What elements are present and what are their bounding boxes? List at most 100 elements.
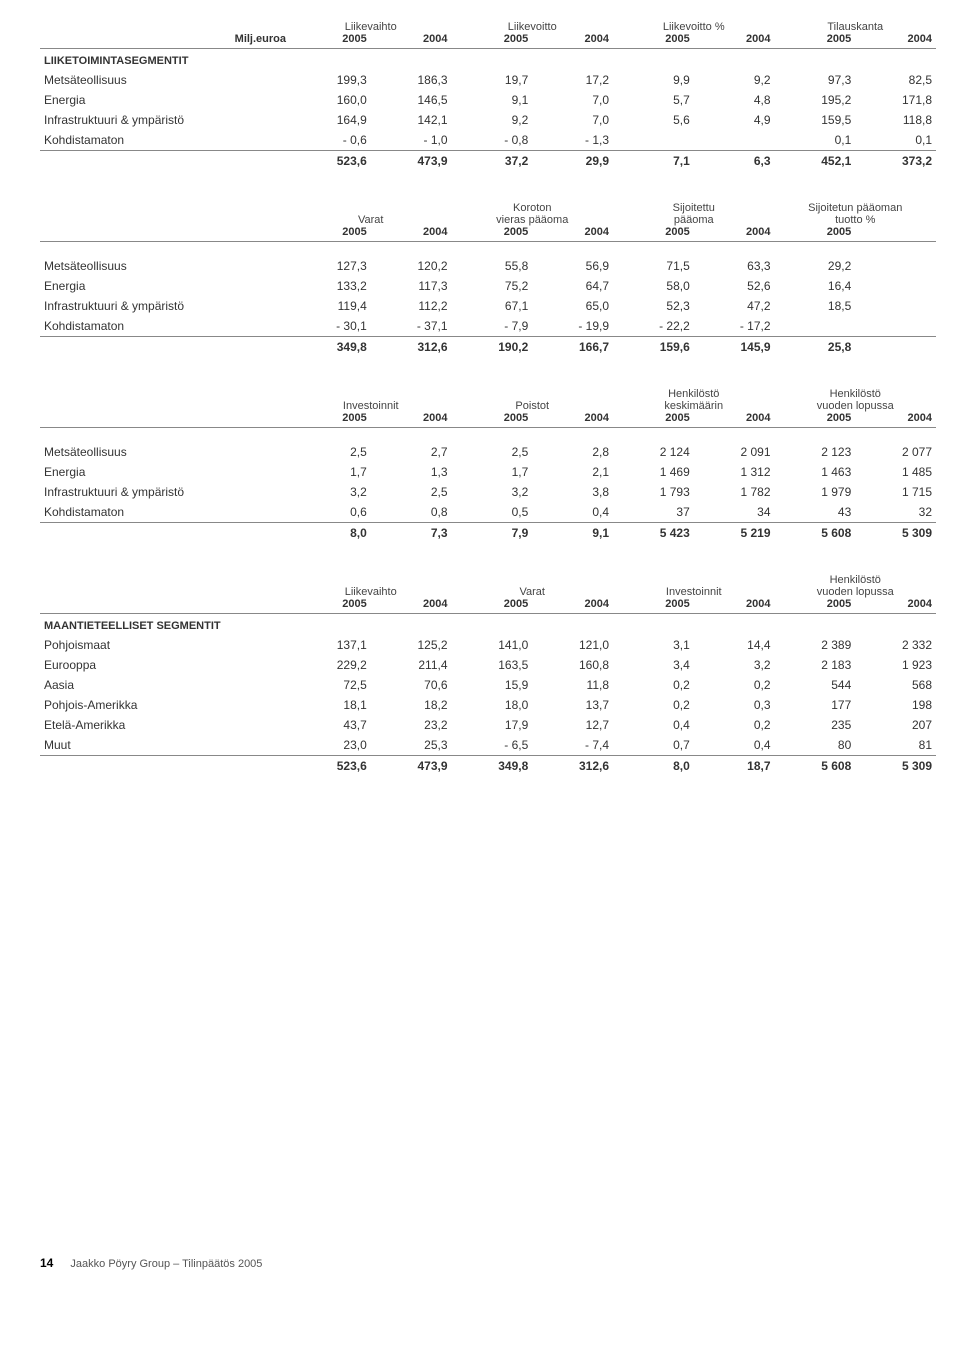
row-label: Etelä-Amerikka (40, 715, 290, 735)
cell: 15,9 (452, 675, 533, 695)
year-header: 2004 (371, 412, 452, 428)
cell: 3,2 (694, 655, 775, 675)
year-header: 2005 (452, 226, 533, 242)
cell: 0,4 (694, 735, 775, 756)
total-cell: 5 309 (855, 523, 936, 544)
cell: 127,3 (290, 256, 371, 276)
row-label: Muut (40, 735, 290, 756)
cell: - 37,1 (371, 316, 452, 337)
row-label: Metsäteollisuus (40, 256, 290, 276)
cell: - 19,9 (532, 316, 613, 337)
year-header: 2005 (775, 33, 856, 49)
total-label (40, 151, 290, 172)
total-cell: 5 423 (613, 523, 694, 544)
year-header: 2004 (694, 226, 775, 242)
page-number: 14 (40, 1256, 53, 1270)
cell: 97,3 (775, 70, 856, 90)
page-footer: 14 Jaakko Pöyry Group – Tilinpäätös 2005 (40, 1256, 936, 1270)
cell: 1,7 (452, 462, 533, 482)
year-header: 2005 (775, 226, 856, 242)
cell: 121,0 (532, 635, 613, 655)
cell: - 22,2 (613, 316, 694, 337)
cell: 146,5 (371, 90, 452, 110)
total-cell: 8,0 (613, 756, 694, 777)
cell: 163,5 (452, 655, 533, 675)
cell: 63,3 (694, 256, 775, 276)
cell: 14,4 (694, 635, 775, 655)
cell: 18,1 (290, 695, 371, 715)
cell: 67,1 (452, 296, 533, 316)
total-cell: 9,1 (532, 523, 613, 544)
cell: 2 077 (855, 442, 936, 462)
cell: 12,7 (532, 715, 613, 735)
cell: 25,3 (371, 735, 452, 756)
cell: - 6,5 (452, 735, 533, 756)
total-cell: 349,8 (290, 337, 371, 358)
cell: 2 183 (775, 655, 856, 675)
cell: 65,0 (532, 296, 613, 316)
cell: - 7,4 (532, 735, 613, 756)
total-cell: 349,8 (452, 756, 533, 777)
year-header: 2004 (371, 598, 452, 614)
year-header: 2005 (613, 226, 694, 242)
cell: 1 979 (775, 482, 856, 502)
cell: 164,9 (290, 110, 371, 130)
cell (775, 316, 856, 337)
cell: 0,2 (694, 715, 775, 735)
cell: 0,1 (855, 130, 936, 151)
year-header: 2005 (452, 412, 533, 428)
cell: 120,2 (371, 256, 452, 276)
total-cell: 373,2 (855, 151, 936, 172)
year-header: 2005 (775, 598, 856, 614)
year-header: 2005 (290, 598, 371, 614)
col-group: Varat (290, 199, 452, 226)
total-cell: 166,7 (532, 337, 613, 358)
row-label: Kohdistamaton (40, 316, 290, 337)
cell: 0,2 (613, 695, 694, 715)
year-header: 2004 (532, 226, 613, 242)
cell: 141,0 (452, 635, 533, 655)
cell: 544 (775, 675, 856, 695)
total-label (40, 756, 290, 777)
total-cell: 5 608 (775, 756, 856, 777)
row-label: Pohjoismaat (40, 635, 290, 655)
total-cell: 312,6 (371, 337, 452, 358)
row-label: Energia (40, 90, 290, 110)
cell: 3,1 (613, 635, 694, 655)
cell: - 0,8 (452, 130, 533, 151)
total-label (40, 337, 290, 358)
cell: 133,2 (290, 276, 371, 296)
cell: 1 312 (694, 462, 775, 482)
row-label: Infrastruktuuri & ympäristö (40, 110, 290, 130)
cell: 9,1 (452, 90, 533, 110)
cell: 160,0 (290, 90, 371, 110)
col-group: Henkilöstö vuoden lopussa (775, 571, 937, 598)
cell: 1 463 (775, 462, 856, 482)
total-cell: 5 219 (694, 523, 775, 544)
cell: 29,2 (775, 256, 856, 276)
cell: 198 (855, 695, 936, 715)
total-cell: 190,2 (452, 337, 533, 358)
row-label: Aasia (40, 675, 290, 695)
cell: - 7,9 (452, 316, 533, 337)
cell: 16,4 (775, 276, 856, 296)
cell: 4,9 (694, 110, 775, 130)
cell: - 1,3 (532, 130, 613, 151)
cell: 142,1 (371, 110, 452, 130)
year-header: 2005 (775, 412, 856, 428)
col-group: Tilauskanta (775, 18, 937, 33)
cell: 207 (855, 715, 936, 735)
total-cell: 25,8 (775, 337, 856, 358)
cell: 5,7 (613, 90, 694, 110)
cell: 0,4 (532, 502, 613, 523)
cell: 9,9 (613, 70, 694, 90)
row-label: Metsäteollisuus (40, 70, 290, 90)
cell: 2,5 (290, 442, 371, 462)
year-header: 2004 (694, 598, 775, 614)
cell: 52,6 (694, 276, 775, 296)
col-group: Koroton vieras pääoma (452, 199, 614, 226)
year-header: 2005 (613, 412, 694, 428)
cell: 2 124 (613, 442, 694, 462)
col-group: Liikevaihto (290, 18, 452, 33)
total-cell: 8,0 (290, 523, 371, 544)
